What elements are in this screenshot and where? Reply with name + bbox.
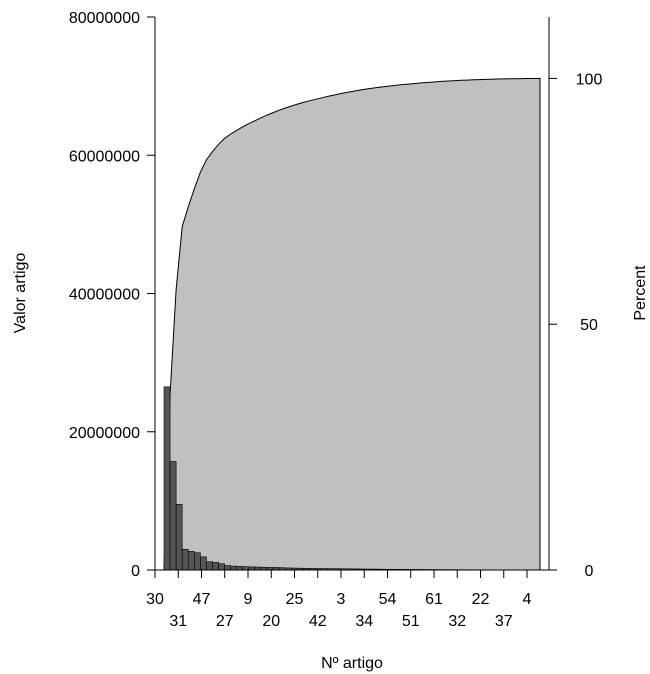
x-tick-label: 30 [146,591,164,608]
y2-tick-label: 100 [576,71,603,88]
y-axis-left-ticks: 0 20000000 40000000 60000000 80000000 [69,10,155,580]
x-tick-label: 20 [262,613,280,630]
y-tick-label: 80000000 [69,10,140,27]
cumulative-area-layer [163,77,541,571]
bar [175,504,183,571]
bar [169,461,177,571]
x-tick-label: 27 [216,613,234,630]
x-tick-label: 54 [379,591,397,608]
x-tick-label: 4 [523,591,532,608]
bar [206,561,213,571]
y2-tick-label: 0 [585,563,594,580]
x-tick-label: 51 [402,613,420,630]
bar [224,565,232,571]
x-tick-label: 9 [244,591,253,608]
bar [163,386,171,571]
bar [194,552,201,571]
bar [236,566,244,571]
x-tick-label: 3 [337,591,346,608]
x-tick-label: 32 [448,613,466,630]
y-tick-label: 40000000 [69,287,140,304]
y-tick-label: 20000000 [69,425,140,442]
x-tick-label: 22 [472,591,490,608]
bar [212,562,219,571]
y-axis-right-ticks: 0 50 100 [549,71,602,580]
x-axis-title: Nº artigo [321,655,383,672]
x-tick-label: 47 [193,591,211,608]
y-tick-label: 0 [131,563,140,580]
x-tick-label: 25 [286,591,304,608]
bar [200,556,207,571]
bar [181,548,189,571]
x-tick-label: 61 [425,591,443,608]
x-tick-label: 42 [309,613,327,630]
x-tick-label: 37 [495,613,513,630]
cumulative-percent-area [163,77,541,571]
y-tick-label: 60000000 [69,148,140,165]
x-axis-ticks: 30 31 47 27 9 20 25 42 3 34 54 51 61 32 22 37 4 [146,570,532,630]
bar [230,565,238,571]
bar [218,563,225,571]
y-axis-left-title: Valor artigo [12,253,29,334]
bar [187,551,195,571]
y-axis-right-title: Percent [632,265,649,321]
y2-tick-label: 50 [580,317,598,334]
x-tick-label: 31 [169,613,187,630]
x-tick-label: 34 [355,613,373,630]
